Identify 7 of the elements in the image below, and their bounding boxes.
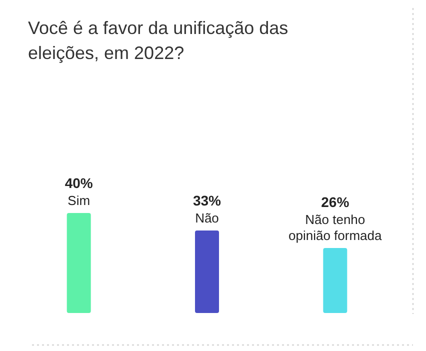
chart-title: Você é a favor da unificação das eleições, em 2022? [28,18,288,63]
x-tick-label: Não [195,210,219,226]
x-tick-label: Não tenho opinião formada [288,212,383,243]
data-label: 33% [192,192,222,208]
data-label: 40% [64,175,94,191]
data-label: 26% [321,194,350,210]
x-tick-label: Sim [68,193,90,208]
